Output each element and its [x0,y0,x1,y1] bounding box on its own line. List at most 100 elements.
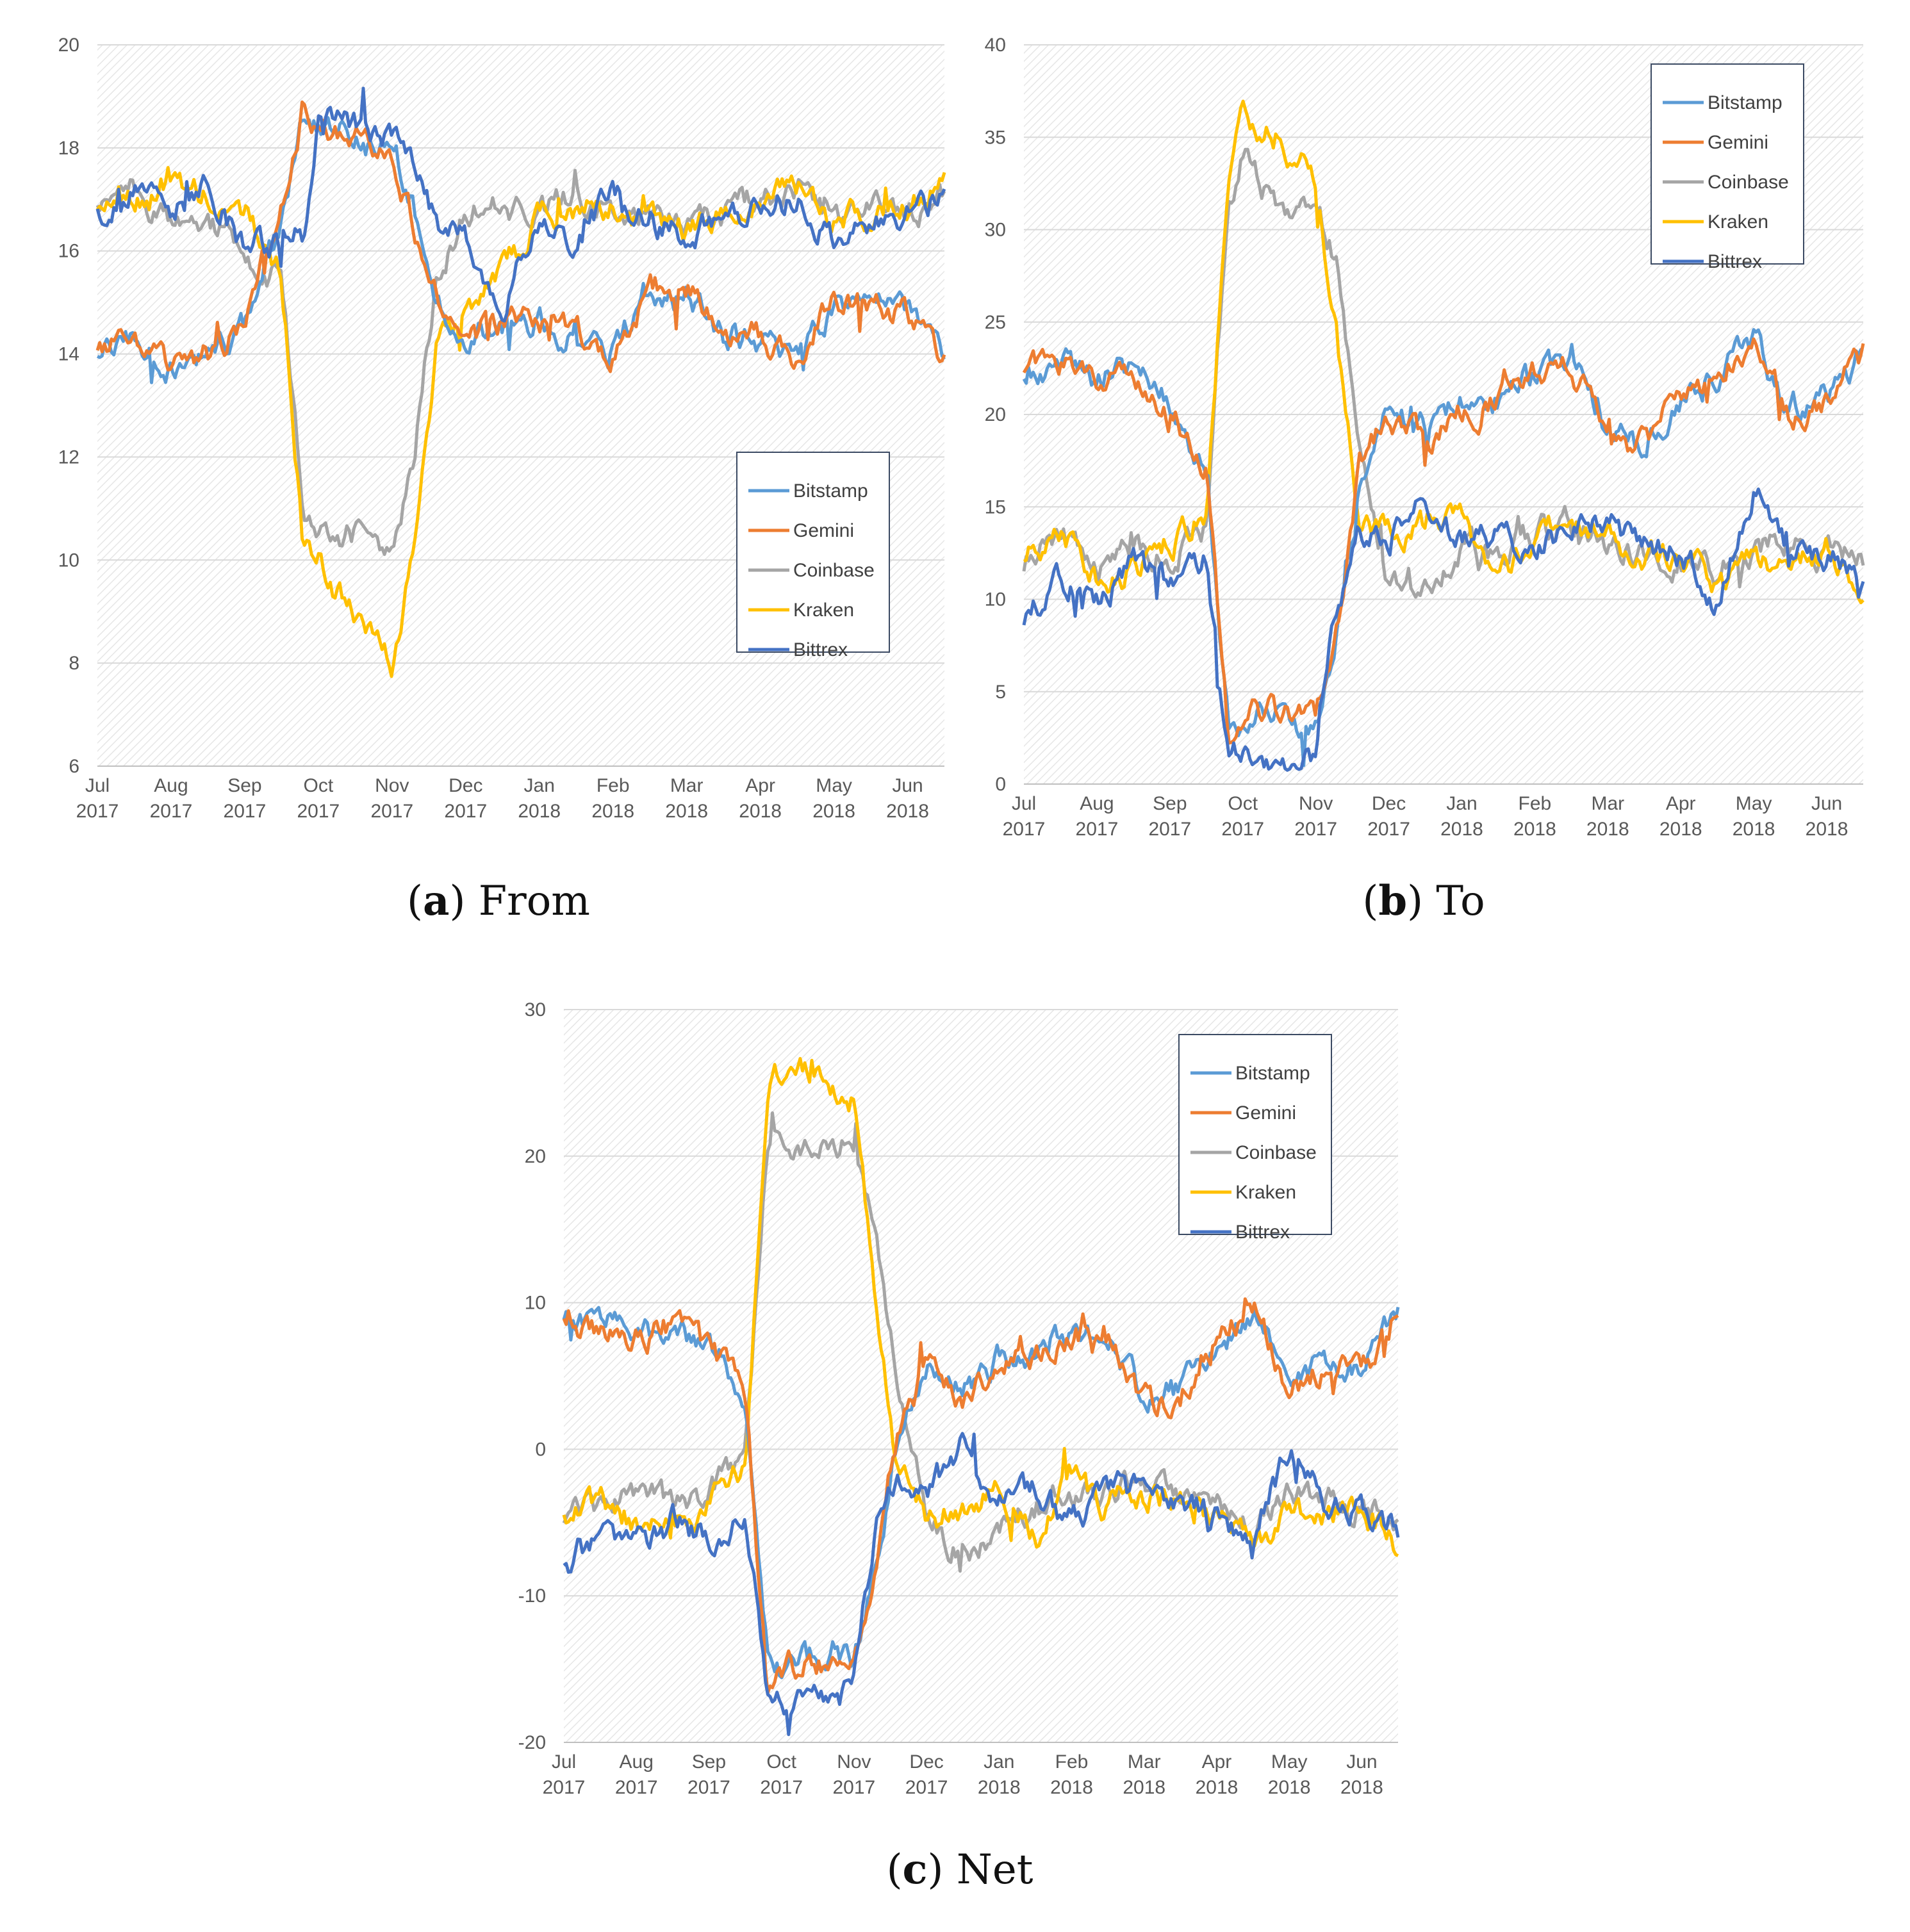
x-tick-month: Mar [670,775,704,796]
x-tick-year: 2017 [760,1777,803,1798]
x-tick-year: 2018 [1586,819,1629,840]
y-tick-label: 30 [525,999,546,1020]
series-line-bittrex [563,1432,1400,1737]
y-tick-label: 10 [985,589,1006,610]
y-tick-label: 6 [69,756,79,777]
y-tick-label: 0 [535,1439,546,1460]
x-tick-month: Mar [1128,1751,1161,1772]
legend-label-kraken: Kraken [1708,211,1768,233]
x-axis: Jul 2017 Aug 2017 Sep 2017 Oct 2017 Nov … [543,1751,1383,1798]
x-tick-month: Apr [745,775,775,796]
x-tick-month: Mar [1591,793,1624,814]
legend-label-bitstamp: Bitstamp [1708,92,1782,113]
x-tick-month: Aug [154,775,188,796]
legend-label-bittrex: Bittrex [793,639,848,660]
x-tick-month: Dec [1372,793,1406,814]
series-lines [562,1057,1400,1737]
x-tick-month: Oct [304,775,334,796]
x-tick-month: May [816,775,852,796]
x-tick-year: 2018 [1733,819,1775,840]
x-tick-month: Jul [552,1751,576,1772]
y-axis: 0 5 10 15 20 25 30 35 40 [985,35,1006,795]
caption-letter: a [423,877,449,925]
x-tick-year: 2017 [1367,819,1410,840]
x-tick-month: Nov [837,1751,871,1772]
x-tick-year: 2017 [150,801,193,822]
x-tick-month: Sep [1153,793,1187,814]
x-tick-month: Oct [1228,793,1258,814]
x-axis: Jul 2017 Aug 2017 Sep 2017 Oct 2017 Nov … [1003,793,1848,840]
x-tick-month: Dec [449,775,482,796]
legend-label-gemini: Gemini [1708,132,1768,153]
x-tick-year: 2017 [1294,819,1337,840]
x-tick-year: 2018 [1196,1777,1239,1798]
x-tick-year: 2018 [1050,1777,1093,1798]
x-tick-month: Jun [1346,1751,1377,1772]
x-tick-year: 2018 [1659,819,1702,840]
y-tick-label: 20 [985,404,1006,425]
legend-box [1178,1034,1332,1235]
y-tick-label: 35 [985,127,1006,148]
series-line-gemini [95,100,946,373]
x-tick-year: 2017 [687,1777,730,1798]
series-line-bitstamp [97,116,946,384]
y-axis: 6 8 10 12 14 16 18 20 [58,35,79,777]
panel-caption: (a) From [407,877,590,925]
y-tick-label: -10 [518,1585,546,1607]
legend: Bitstamp Gemini Coinbase Kraken Bittrex [736,452,890,660]
caption-text: Net [957,1846,1033,1894]
legend-label-bittrex: Bittrex [1708,251,1762,272]
y-tick-label: 8 [69,653,79,674]
y-tick-label: 10 [525,1293,546,1314]
x-tick-year: 2017 [224,801,267,822]
x-tick-year: 2017 [370,801,413,822]
x-axis: Jul 2017 Aug 2017 Sep 2017 Oct 2017 Nov … [76,775,929,822]
x-tick-month: Feb [597,775,630,796]
y-tick-label: 14 [58,344,79,365]
series-line-coinbase [1022,147,1865,599]
y-tick-label: 20 [525,1146,546,1167]
x-tick-month: Jun [892,775,923,796]
series-line-bittrex [1022,487,1865,772]
legend-label-bitstamp: Bitstamp [793,480,868,502]
x-tick-year: 2018 [665,801,708,822]
series-line-gemini [1022,337,1865,745]
chart-panel-net: -20 -10 0 10 20 30 Jul 2017 Aug 2017 Sep… [518,999,1400,1894]
y-tick-label: 5 [995,682,1006,703]
x-tick-month: Dec [909,1751,943,1772]
y-tick-label: 30 [985,220,1006,241]
y-tick-label: 20 [58,35,79,56]
y-tick-label: 12 [58,446,79,468]
series-line-coinbase [95,168,946,556]
chart-panel-to: 0 5 10 15 20 25 30 35 40 Jul 2017 Aug 20… [985,35,1865,925]
legend: Bitstamp Gemini Coinbase Kraken Bittrex [1651,63,1804,272]
chart-panel-from: 6 8 10 12 14 16 18 20 Jul 2017 Aug 2017 … [58,35,946,925]
x-tick-month: Jul [85,775,110,796]
legend-label-kraken: Kraken [793,600,854,621]
x-tick-month: Apr [1666,793,1696,814]
x-tick-month: Sep [227,775,261,796]
x-tick-year: 2017 [76,801,119,822]
caption-letter: c [903,1846,928,1894]
x-tick-month: Jan [1446,793,1477,814]
legend-label-gemini: Gemini [793,520,854,541]
x-tick-year: 2017 [905,1777,948,1798]
legend-label-coinbase: Coinbase [1235,1142,1317,1163]
y-tick-label: 0 [995,774,1006,795]
x-tick-year: 2017 [1148,819,1191,840]
y-tick-label: 15 [985,496,1006,518]
x-tick-year: 2018 [518,801,561,822]
y-tick-label: 10 [58,550,79,571]
x-tick-month: Nov [1299,793,1333,814]
x-tick-month: Feb [1519,793,1552,814]
x-tick-year: 2018 [591,801,634,822]
panel-caption: (c) Net [887,1846,1033,1894]
x-tick-year: 2017 [543,1777,586,1798]
x-tick-year: 2018 [812,801,855,822]
x-tick-year: 2018 [1340,1777,1383,1798]
x-tick-year: 2018 [978,1777,1021,1798]
x-tick-year: 2017 [1221,819,1264,840]
series-line-bittrex [95,86,946,323]
x-tick-year: 2017 [444,801,487,822]
legend-box [1651,63,1804,265]
